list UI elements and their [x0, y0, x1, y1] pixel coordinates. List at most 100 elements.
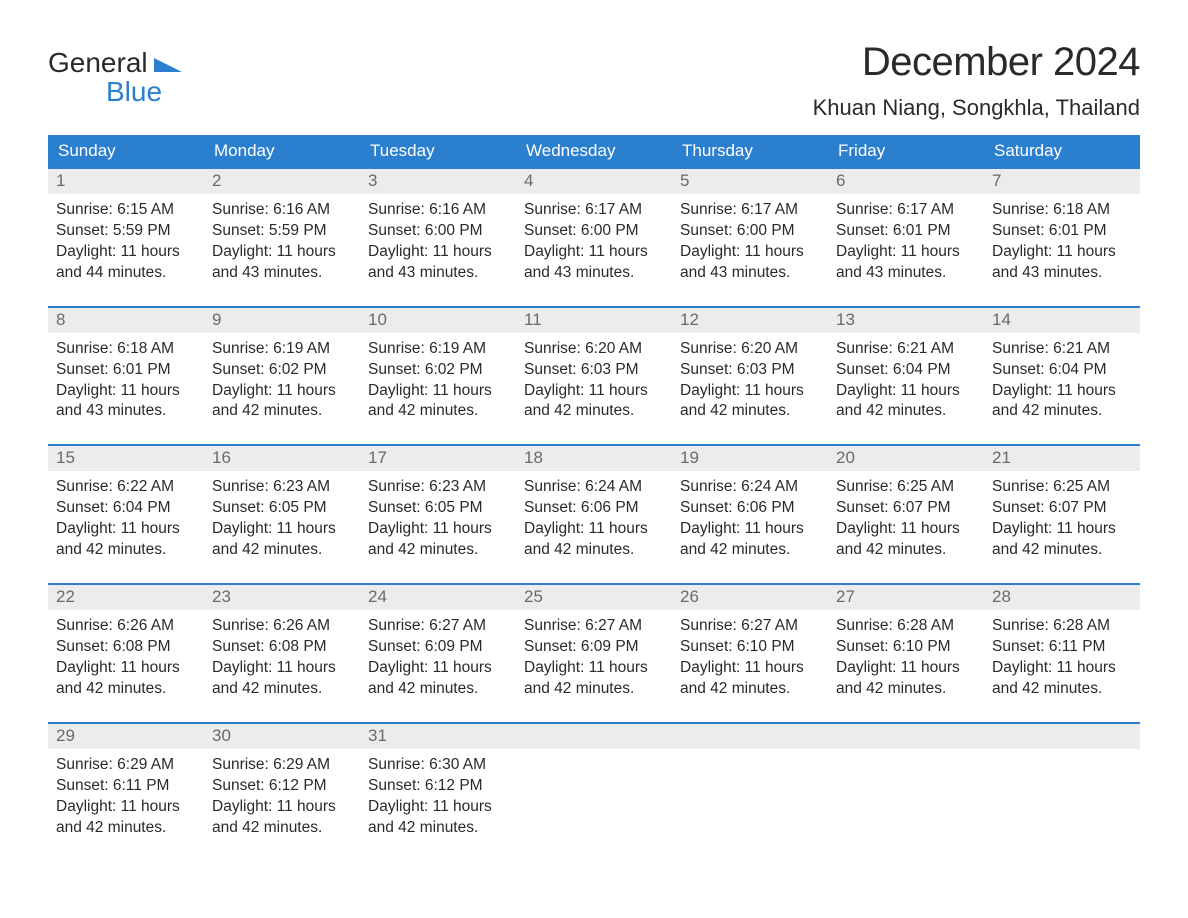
cell-body: Sunrise: 6:24 AMSunset: 6:06 PMDaylight:…: [516, 471, 672, 565]
sunset-text: Sunset: 6:06 PM: [680, 498, 820, 519]
week-row: 22Sunrise: 6:26 AMSunset: 6:08 PMDayligh…: [48, 583, 1140, 704]
calendar-cell: 25Sunrise: 6:27 AMSunset: 6:09 PMDayligh…: [516, 585, 672, 704]
daylight-line1: Daylight: 11 hours: [836, 519, 976, 540]
day-number: 7: [984, 169, 1140, 194]
daylight-line2: and 42 minutes.: [524, 401, 664, 422]
sunrise-text: Sunrise: 6:26 AM: [212, 616, 352, 637]
week-row: 1Sunrise: 6:15 AMSunset: 5:59 PMDaylight…: [48, 169, 1140, 288]
daylight-line2: and 42 minutes.: [368, 401, 508, 422]
cell-body: Sunrise: 6:20 AMSunset: 6:03 PMDaylight:…: [672, 333, 828, 427]
calendar-cell: 28Sunrise: 6:28 AMSunset: 6:11 PMDayligh…: [984, 585, 1140, 704]
daylight-line2: and 42 minutes.: [992, 401, 1132, 422]
sunrise-text: Sunrise: 6:26 AM: [56, 616, 196, 637]
calendar-cell: 15Sunrise: 6:22 AMSunset: 6:04 PMDayligh…: [48, 446, 204, 565]
sunrise-text: Sunrise: 6:29 AM: [56, 755, 196, 776]
daylight-line1: Daylight: 11 hours: [212, 381, 352, 402]
calendar-cell: 26Sunrise: 6:27 AMSunset: 6:10 PMDayligh…: [672, 585, 828, 704]
calendar-cell: 31Sunrise: 6:30 AMSunset: 6:12 PMDayligh…: [360, 724, 516, 843]
daylight-line1: Daylight: 11 hours: [368, 242, 508, 263]
day-number: 11: [516, 308, 672, 333]
calendar-cell: 17Sunrise: 6:23 AMSunset: 6:05 PMDayligh…: [360, 446, 516, 565]
daylight-line2: and 42 minutes.: [836, 679, 976, 700]
week-row: 29Sunrise: 6:29 AMSunset: 6:11 PMDayligh…: [48, 722, 1140, 843]
daylight-line1: Daylight: 11 hours: [56, 381, 196, 402]
daylight-line1: Daylight: 11 hours: [524, 519, 664, 540]
day-number: 5: [672, 169, 828, 194]
daylight-line2: and 42 minutes.: [56, 818, 196, 839]
sunrise-text: Sunrise: 6:17 AM: [836, 200, 976, 221]
calendar-cell: 8Sunrise: 6:18 AMSunset: 6:01 PMDaylight…: [48, 308, 204, 427]
calendar-cell: 24Sunrise: 6:27 AMSunset: 6:09 PMDayligh…: [360, 585, 516, 704]
calendar-cell: 1Sunrise: 6:15 AMSunset: 5:59 PMDaylight…: [48, 169, 204, 288]
sunset-text: Sunset: 6:00 PM: [524, 221, 664, 242]
day-number: 1: [48, 169, 204, 194]
day-number: 25: [516, 585, 672, 610]
daylight-line1: Daylight: 11 hours: [212, 797, 352, 818]
calendar-cell: [984, 724, 1140, 843]
sunrise-text: Sunrise: 6:18 AM: [56, 339, 196, 360]
sunrise-text: Sunrise: 6:24 AM: [524, 477, 664, 498]
calendar-cell: 4Sunrise: 6:17 AMSunset: 6:00 PMDaylight…: [516, 169, 672, 288]
calendar-cell: 5Sunrise: 6:17 AMSunset: 6:00 PMDaylight…: [672, 169, 828, 288]
sunset-text: Sunset: 6:04 PM: [836, 360, 976, 381]
daylight-line1: Daylight: 11 hours: [368, 658, 508, 679]
cell-body: Sunrise: 6:22 AMSunset: 6:04 PMDaylight:…: [48, 471, 204, 565]
calendar: Sunday Monday Tuesday Wednesday Thursday…: [48, 135, 1140, 842]
calendar-cell: 27Sunrise: 6:28 AMSunset: 6:10 PMDayligh…: [828, 585, 984, 704]
day-number: [516, 724, 672, 749]
sunset-text: Sunset: 6:12 PM: [368, 776, 508, 797]
calendar-cell: [672, 724, 828, 843]
sunrise-text: Sunrise: 6:28 AM: [992, 616, 1132, 637]
cell-body: Sunrise: 6:28 AMSunset: 6:11 PMDaylight:…: [984, 610, 1140, 704]
sunrise-text: Sunrise: 6:23 AM: [368, 477, 508, 498]
daylight-line2: and 42 minutes.: [212, 401, 352, 422]
daylight-line2: and 43 minutes.: [524, 263, 664, 284]
day-number: 3: [360, 169, 516, 194]
day-number: 22: [48, 585, 204, 610]
calendar-cell: 18Sunrise: 6:24 AMSunset: 6:06 PMDayligh…: [516, 446, 672, 565]
week-row: 8Sunrise: 6:18 AMSunset: 6:01 PMDaylight…: [48, 306, 1140, 427]
day-number: 4: [516, 169, 672, 194]
daylight-line1: Daylight: 11 hours: [212, 658, 352, 679]
daylight-line2: and 42 minutes.: [368, 540, 508, 561]
logo-word1: General: [48, 48, 148, 77]
sunset-text: Sunset: 6:01 PM: [992, 221, 1132, 242]
day-number: 24: [360, 585, 516, 610]
day-number: 19: [672, 446, 828, 471]
sunset-text: Sunset: 6:07 PM: [992, 498, 1132, 519]
sunrise-text: Sunrise: 6:17 AM: [680, 200, 820, 221]
sunset-text: Sunset: 6:08 PM: [212, 637, 352, 658]
calendar-cell: 13Sunrise: 6:21 AMSunset: 6:04 PMDayligh…: [828, 308, 984, 427]
calendar-cell: 12Sunrise: 6:20 AMSunset: 6:03 PMDayligh…: [672, 308, 828, 427]
daylight-line1: Daylight: 11 hours: [836, 658, 976, 679]
cell-body: Sunrise: 6:28 AMSunset: 6:10 PMDaylight:…: [828, 610, 984, 704]
sunrise-text: Sunrise: 6:27 AM: [680, 616, 820, 637]
calendar-cell: 19Sunrise: 6:24 AMSunset: 6:06 PMDayligh…: [672, 446, 828, 565]
day-number: 30: [204, 724, 360, 749]
cell-body: [672, 749, 828, 759]
cell-body: Sunrise: 6:21 AMSunset: 6:04 PMDaylight:…: [828, 333, 984, 427]
cell-body: Sunrise: 6:19 AMSunset: 6:02 PMDaylight:…: [360, 333, 516, 427]
day-header-wednesday: Wednesday: [516, 135, 672, 169]
week-row: 15Sunrise: 6:22 AMSunset: 6:04 PMDayligh…: [48, 444, 1140, 565]
cell-body: [828, 749, 984, 759]
sunrise-text: Sunrise: 6:27 AM: [368, 616, 508, 637]
sunrise-text: Sunrise: 6:18 AM: [992, 200, 1132, 221]
sunset-text: Sunset: 6:05 PM: [368, 498, 508, 519]
cell-body: Sunrise: 6:25 AMSunset: 6:07 PMDaylight:…: [828, 471, 984, 565]
sunrise-text: Sunrise: 6:21 AM: [836, 339, 976, 360]
cell-body: Sunrise: 6:30 AMSunset: 6:12 PMDaylight:…: [360, 749, 516, 843]
daylight-line2: and 42 minutes.: [992, 679, 1132, 700]
sunset-text: Sunset: 6:08 PM: [56, 637, 196, 658]
daylight-line1: Daylight: 11 hours: [680, 381, 820, 402]
calendar-cell: 9Sunrise: 6:19 AMSunset: 6:02 PMDaylight…: [204, 308, 360, 427]
sunrise-text: Sunrise: 6:19 AM: [368, 339, 508, 360]
daylight-line2: and 42 minutes.: [524, 679, 664, 700]
day-header-friday: Friday: [828, 135, 984, 169]
sunrise-text: Sunrise: 6:29 AM: [212, 755, 352, 776]
calendar-cell: 6Sunrise: 6:17 AMSunset: 6:01 PMDaylight…: [828, 169, 984, 288]
daylight-line2: and 42 minutes.: [212, 679, 352, 700]
day-number: 29: [48, 724, 204, 749]
month-title: December 2024: [813, 40, 1140, 85]
sunset-text: Sunset: 6:10 PM: [680, 637, 820, 658]
